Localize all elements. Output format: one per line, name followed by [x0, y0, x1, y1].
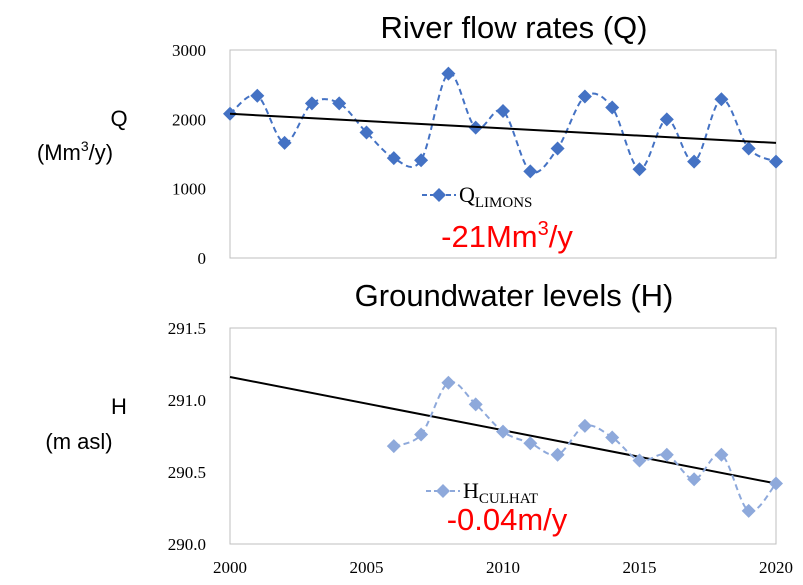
q-data-point: [769, 154, 783, 169]
h-data-point: [769, 476, 783, 491]
q-data-point: [332, 96, 347, 111]
h-x-tick-label: 2010: [486, 558, 520, 577]
h-y-tick-label: 290.5: [168, 463, 206, 482]
legend-q: QLIMONS: [422, 182, 532, 211]
q-data-point: [386, 151, 401, 166]
h-data-point: [632, 453, 647, 468]
h-y-tick-label: 291.0: [168, 391, 206, 410]
q-data-point: [714, 92, 729, 107]
chart-title-q: River flow rates (Q): [381, 10, 648, 45]
h-data-point: [468, 397, 483, 412]
annotation-q-trend: -21Mm3/y: [441, 218, 573, 254]
annotation-h-trend: -0.04m/y: [447, 502, 568, 537]
series-markers-h-culhat: [386, 375, 783, 518]
q-data-point: [304, 96, 319, 111]
h-y-tick-label: 290.0: [168, 535, 206, 554]
q-data-point: [550, 141, 565, 156]
h-data-point: [496, 424, 510, 439]
q-data-point: [659, 112, 674, 127]
y-tick-labels-q: 0 1000 2000 3000: [172, 41, 206, 268]
q-data-point: [277, 135, 292, 150]
y-axis-label-h: H: [111, 394, 127, 419]
legend-q-marker: [432, 188, 446, 202]
q-data-point: [441, 66, 456, 81]
h-data-point: [659, 447, 674, 462]
legend-h-name-sub: CULHAT: [479, 491, 538, 507]
legend-h: HCULHAT: [426, 478, 538, 507]
q-y-tick-label: 0: [198, 249, 207, 268]
legend-q-name: Q: [459, 182, 475, 207]
q-data-point: [687, 154, 702, 169]
plot-area-q: [229, 49, 777, 259]
h-x-tick-label: 2005: [350, 558, 384, 577]
h-x-tick-label: 2000: [213, 558, 247, 577]
y-axis-label-q: Q: [110, 106, 127, 131]
chart-river-flow: River flow rates (Q) Q (Mm3/y) 010002000…: [37, 10, 783, 268]
plot-area-h: [229, 327, 777, 545]
h-y-tick-label: 291.5: [168, 319, 206, 338]
x-tick-labels-h: 2000 2005 2010 2015 2020: [213, 558, 793, 577]
annotation-q-sup: 3: [538, 218, 549, 240]
q-data-point: [414, 153, 429, 168]
chart-groundwater: Groundwater levels (H) H (m asl) 290.029…: [45, 278, 793, 577]
h-data-point: [441, 375, 456, 390]
h-data-point: [414, 427, 429, 442]
legend-h-label: HCULHAT: [463, 478, 538, 507]
h-data-point: [741, 503, 756, 518]
y-axis-unit-q-sup: 3: [81, 138, 89, 154]
h-data-point: [523, 436, 538, 451]
legend-q-name-sub: LIMONS: [475, 195, 533, 211]
h-data-point: [605, 430, 620, 445]
h-data-point: [386, 439, 401, 454]
h-data-point: [714, 447, 729, 462]
legend-q-label: QLIMONS: [459, 182, 532, 211]
q-data-point: [741, 141, 756, 156]
y-axis-unit-q-base: (Mm: [37, 140, 81, 165]
y-axis-unit-q-tail: /y): [89, 140, 113, 165]
y-tick-labels-h: 290.0 290.5 291.0 291.5: [168, 319, 206, 554]
legend-h-marker: [436, 484, 450, 498]
annotation-q-base: -21Mm: [441, 219, 537, 254]
series-line-q-limons: [229, 72, 777, 174]
q-data-point: [632, 162, 647, 177]
y-axis-unit-h: (m asl): [45, 429, 112, 454]
series-markers-q-limons: [223, 66, 783, 179]
h-x-tick-label: 2015: [623, 558, 657, 577]
q-y-tick-label: 3000: [172, 41, 206, 60]
annotation-q-tail: /y: [549, 219, 574, 254]
y-axis-unit-q: (Mm3/y): [37, 138, 113, 165]
legend-h-name: H: [463, 478, 479, 503]
q-data-point: [496, 104, 510, 119]
q-y-tick-label: 1000: [172, 180, 206, 199]
q-data-point: [577, 89, 592, 104]
q-data-point: [250, 88, 265, 103]
q-data-point: [523, 164, 538, 179]
chart-title-h: Groundwater levels (H): [355, 278, 674, 313]
q-data-point: [605, 100, 620, 115]
q-data-point: [359, 125, 374, 140]
trend-line-q: [229, 112, 777, 144]
q-y-tick-label: 2000: [172, 110, 206, 129]
h-data-point: [550, 447, 565, 462]
h-data-point: [687, 472, 702, 487]
h-x-tick-label: 2020: [759, 558, 793, 577]
h-data-point: [577, 418, 592, 433]
